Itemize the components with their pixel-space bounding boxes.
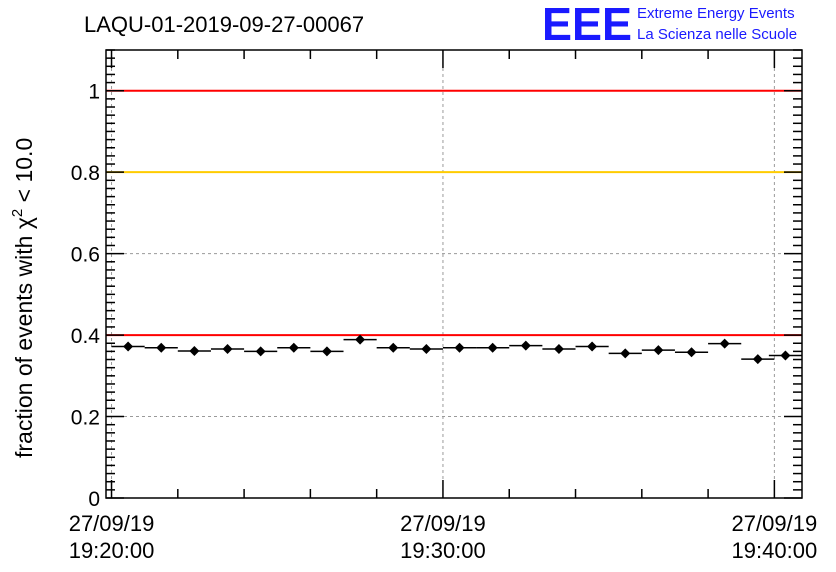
data-point — [177, 345, 211, 356]
logo-mark: EEE — [542, 0, 632, 50]
y-axis-label: fraction of events with χ2 < 10.0 — [9, 138, 37, 458]
data-point — [509, 340, 543, 351]
data-point — [476, 342, 510, 353]
y-label-symbol: χ — [11, 217, 37, 229]
x-tick-date-label: 27/09/19 — [69, 511, 155, 536]
data-marker — [189, 345, 200, 356]
data-marker — [255, 346, 266, 357]
data-marker — [421, 343, 432, 354]
x-tick-time-label: 19:30:00 — [400, 538, 486, 563]
y-tick-label: 0.6 — [71, 244, 100, 267]
y-tick-label: 0.8 — [71, 162, 100, 185]
data-marker — [520, 340, 531, 351]
y-label-prefix: fraction of events with — [11, 229, 37, 458]
data-marker — [620, 348, 631, 359]
data-point — [111, 341, 145, 352]
y-tick-label: 1 — [88, 81, 100, 104]
data-point — [741, 354, 775, 365]
x-tick-date-label: 27/09/19 — [400, 511, 486, 536]
data-marker — [587, 341, 598, 352]
data-marker — [553, 343, 564, 354]
data-point — [641, 345, 675, 356]
data-point — [442, 342, 477, 353]
reference-lines — [106, 89, 802, 337]
data-marker — [388, 342, 399, 353]
grid-lines — [106, 50, 802, 498]
data-marker — [719, 338, 730, 349]
plot-frame — [105, 49, 803, 499]
data-marker — [123, 341, 134, 352]
data-marker — [653, 345, 664, 356]
y-tick-labels: 0 0.2 0.4 0.6 0.8 1 — [71, 81, 101, 511]
data-point — [244, 346, 278, 357]
data-marker — [156, 342, 167, 353]
data-point — [343, 334, 377, 345]
data-point — [542, 343, 576, 354]
x-tick-labels: 27/09/1919:20:0027/09/1919:30:0027/09/19… — [69, 511, 817, 563]
data-marker — [321, 346, 332, 357]
x-tick-date-label: 27/09/19 — [732, 511, 818, 536]
data-marker — [222, 343, 233, 354]
data-marker — [355, 334, 366, 345]
data-points — [111, 334, 802, 365]
data-point — [277, 342, 311, 353]
data-point — [310, 346, 344, 357]
data-marker — [752, 354, 763, 365]
eee-logo: EEE Extreme Energy Events La Scienza nel… — [542, 0, 797, 50]
y-tick-label: 0.4 — [71, 325, 101, 348]
y-label-superscript: 2 — [9, 209, 26, 217]
y-label-suffix: < 10.0 — [11, 138, 37, 209]
data-marker — [288, 342, 299, 353]
logo-line-2: La Scienza nelle Scuole — [637, 26, 797, 43]
y-tick-label: 0.2 — [71, 407, 100, 430]
x-tick-time-label: 19:20:00 — [69, 538, 155, 563]
logo-line-1: Extreme Energy Events — [637, 5, 795, 22]
x-tick-time-label: 19:40:00 — [732, 538, 818, 563]
data-point — [575, 341, 609, 352]
data-point — [708, 338, 742, 349]
data-point — [210, 343, 245, 354]
data-point — [608, 348, 642, 359]
data-marker — [780, 350, 791, 361]
data-marker — [454, 342, 465, 353]
data-point — [768, 350, 802, 361]
chart-title: LAQU-01-2019-09-27-00067 — [84, 12, 364, 37]
data-marker — [686, 347, 697, 358]
data-marker — [487, 342, 498, 353]
data-point — [376, 342, 410, 353]
axis-ticks — [106, 49, 802, 499]
data-point — [144, 342, 178, 353]
data-point — [409, 343, 443, 354]
y-tick-label: 0 — [88, 488, 100, 511]
data-point — [674, 347, 709, 358]
